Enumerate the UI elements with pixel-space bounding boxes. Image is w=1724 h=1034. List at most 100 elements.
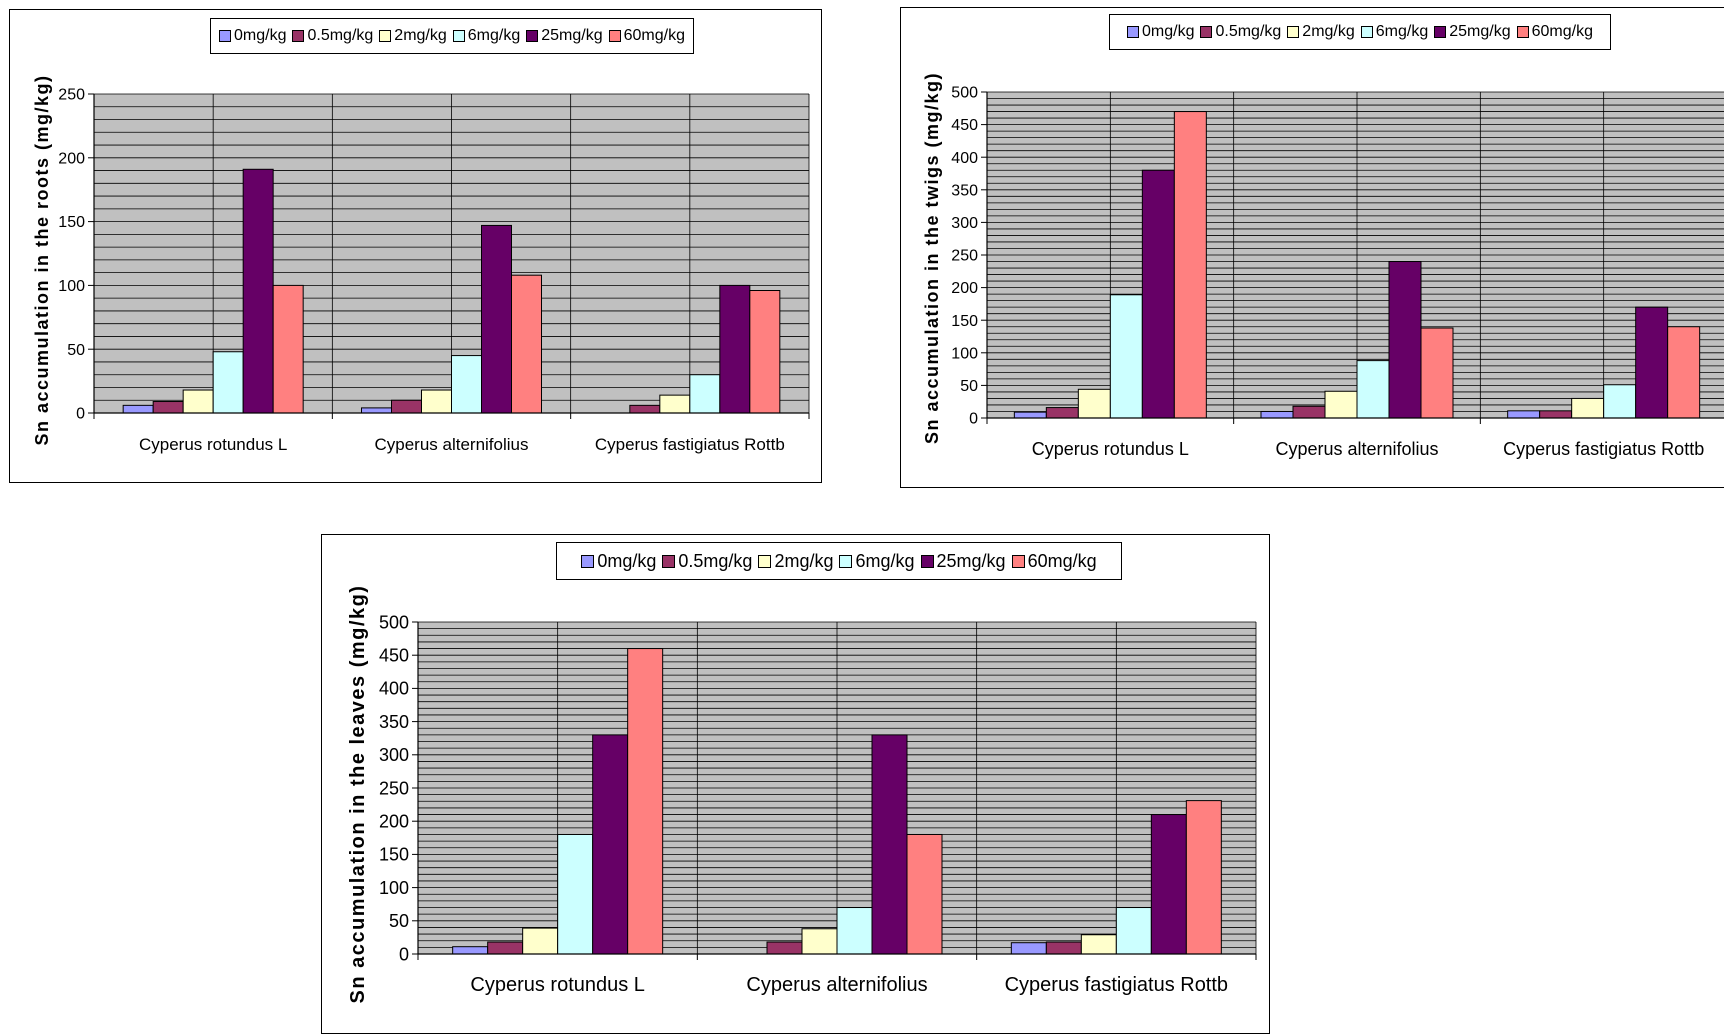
bar-leaves-3-5 [1150, 814, 1187, 955]
bar-leaves-2-6 [906, 833, 943, 955]
y-tick-label: 100 [379, 878, 409, 898]
y-tick-label: 500 [951, 85, 978, 102]
x-category-label: Cyperus fastigiatus Rottb [595, 435, 785, 454]
legend-swatch [452, 30, 465, 42]
legend-item: 6mg/kg [452, 27, 521, 45]
legend-swatch [1127, 26, 1140, 38]
y-tick-label: 0 [399, 944, 409, 964]
legend-swatch [1516, 26, 1529, 38]
bar-roots-2-5 [481, 224, 512, 414]
y-tick-label: 100 [951, 345, 978, 362]
legend-swatch [581, 554, 595, 568]
y-tick-label: 250 [951, 248, 978, 265]
legend-label: 25mg/kg [1449, 23, 1511, 40]
bar-roots-1-5 [242, 168, 274, 414]
x-category-label: Cyperus rotundus L [1032, 439, 1189, 459]
bar-twigs-1-4 [1109, 294, 1143, 419]
y-tick-label: 50 [389, 911, 409, 931]
bar-leaves-1-3 [522, 927, 559, 955]
legend-swatch [1434, 26, 1447, 38]
bar-twigs-1-6 [1173, 111, 1207, 419]
bar-leaves-1-5 [592, 734, 629, 955]
legend-leaves: 0mg/kg 0.5mg/kg 2mg/kg 6mg/kg 25mg/kg 60mg/kg [556, 542, 1122, 580]
legend-item: 2mg/kg [1287, 23, 1355, 41]
legend-item: 2mg/kg [379, 27, 447, 45]
x-category-label: Cyperus rotundus L [470, 974, 645, 996]
y-tick-label: 200 [379, 812, 409, 832]
legend-swatch [758, 554, 772, 568]
x-category-label: Cyperus alternifolius [374, 435, 528, 454]
legend-swatch [1287, 26, 1300, 38]
legend-twigs: 0mg/kg 0.5mg/kg 2mg/kg 6mg/kg 25mg/kg 60mg/kg [1109, 14, 1611, 50]
legend-item: 0mg/kg [219, 27, 286, 45]
y-tick-label: 250 [58, 87, 85, 104]
bar-roots-1-6 [272, 284, 304, 414]
y-axis-title: Sn accumulation in the roots (mg/kg) [32, 74, 52, 445]
legend-swatch [379, 30, 392, 42]
legend-label: 60mg/kg [1531, 23, 1593, 40]
y-tick-label: 300 [379, 745, 409, 765]
legend-swatch [219, 30, 232, 42]
legend-label: 2mg/kg [774, 550, 834, 571]
bar-twigs-2-4 [1356, 360, 1390, 419]
y-tick-label: 400 [951, 150, 978, 167]
legend-item: 0.5mg/kg [292, 27, 373, 45]
legend-item: 25mg/kg [1434, 23, 1511, 41]
legend-label: 0mg/kg [1142, 23, 1195, 40]
legend-label: 0.5mg/kg [678, 550, 753, 571]
y-tick-label: 100 [58, 278, 85, 295]
bar-roots-3-5 [719, 284, 751, 414]
legend-item: 6mg/kg [1360, 23, 1429, 41]
legend-label: 60mg/kg [1027, 550, 1097, 571]
y-tick-label: 50 [960, 378, 978, 395]
y-tick-label: 300 [951, 215, 978, 232]
y-tick-label: 0 [969, 411, 978, 428]
bar-leaves-1-2 [487, 941, 524, 955]
legend-roots: 0mg/kg 0.5mg/kg 2mg/kg 6mg/kg 25mg/kg 60mg/kg [210, 18, 694, 54]
legend-swatch [662, 554, 676, 568]
legend-item: 0.5mg/kg [662, 551, 752, 572]
legend-label: 60mg/kg [623, 27, 685, 44]
bar-leaves-1-1 [452, 946, 489, 955]
y-tick-label: 250 [379, 778, 409, 798]
bar-leaves-1-6 [627, 648, 664, 955]
y-axis-title: Sn accumulation in the twigs (mg/kg) [922, 72, 942, 444]
y-tick-label: 350 [379, 712, 409, 732]
y-axis-title: Sn accumulation in the leaves (mg/kg) [347, 585, 369, 1004]
x-category-label: Cyperus alternifolius [1275, 439, 1438, 459]
legend-swatch [1200, 26, 1213, 38]
legend-swatch [1011, 554, 1025, 568]
y-tick-label: 400 [379, 679, 409, 699]
legend-item: 60mg/kg [1516, 23, 1593, 41]
bar-leaves-3-6 [1185, 800, 1222, 955]
legend-label: 0mg/kg [234, 27, 287, 44]
legend-item: 0mg/kg [1127, 23, 1194, 41]
bar-leaves-2-5 [871, 734, 908, 955]
bar-leaves-3-2 [1045, 941, 1082, 955]
bar-twigs-1-5 [1141, 169, 1175, 419]
bar-leaves-2-2 [766, 941, 803, 955]
legend-label: 0.5mg/kg [307, 27, 374, 44]
legend-label: 2mg/kg [394, 27, 447, 44]
legend-label: 0.5mg/kg [1215, 23, 1282, 40]
y-tick-label: 0 [76, 406, 85, 423]
legend-swatch [839, 554, 853, 568]
legend-item: 25mg/kg [920, 550, 1006, 572]
y-tick-label: 500 [379, 612, 409, 632]
y-tick-label: 200 [951, 280, 978, 297]
legend-label: 6mg/kg [467, 27, 521, 44]
legend-swatch [1360, 26, 1373, 38]
legend-item: 60mg/kg [1011, 550, 1097, 572]
bar-leaves-3-1 [1010, 942, 1047, 955]
x-category-label: Cyperus rotundus L [139, 435, 287, 454]
legend-label: 6mg/kg [1375, 23, 1429, 40]
y-tick-label: 150 [58, 214, 85, 231]
y-tick-label: 200 [58, 150, 85, 167]
y-tick-label: 150 [379, 845, 409, 865]
legend-label: 25mg/kg [936, 550, 1006, 571]
legend-item: 6mg/kg [839, 551, 915, 572]
bar-leaves-3-3 [1080, 934, 1117, 955]
bar-leaves-1-4 [557, 833, 594, 955]
